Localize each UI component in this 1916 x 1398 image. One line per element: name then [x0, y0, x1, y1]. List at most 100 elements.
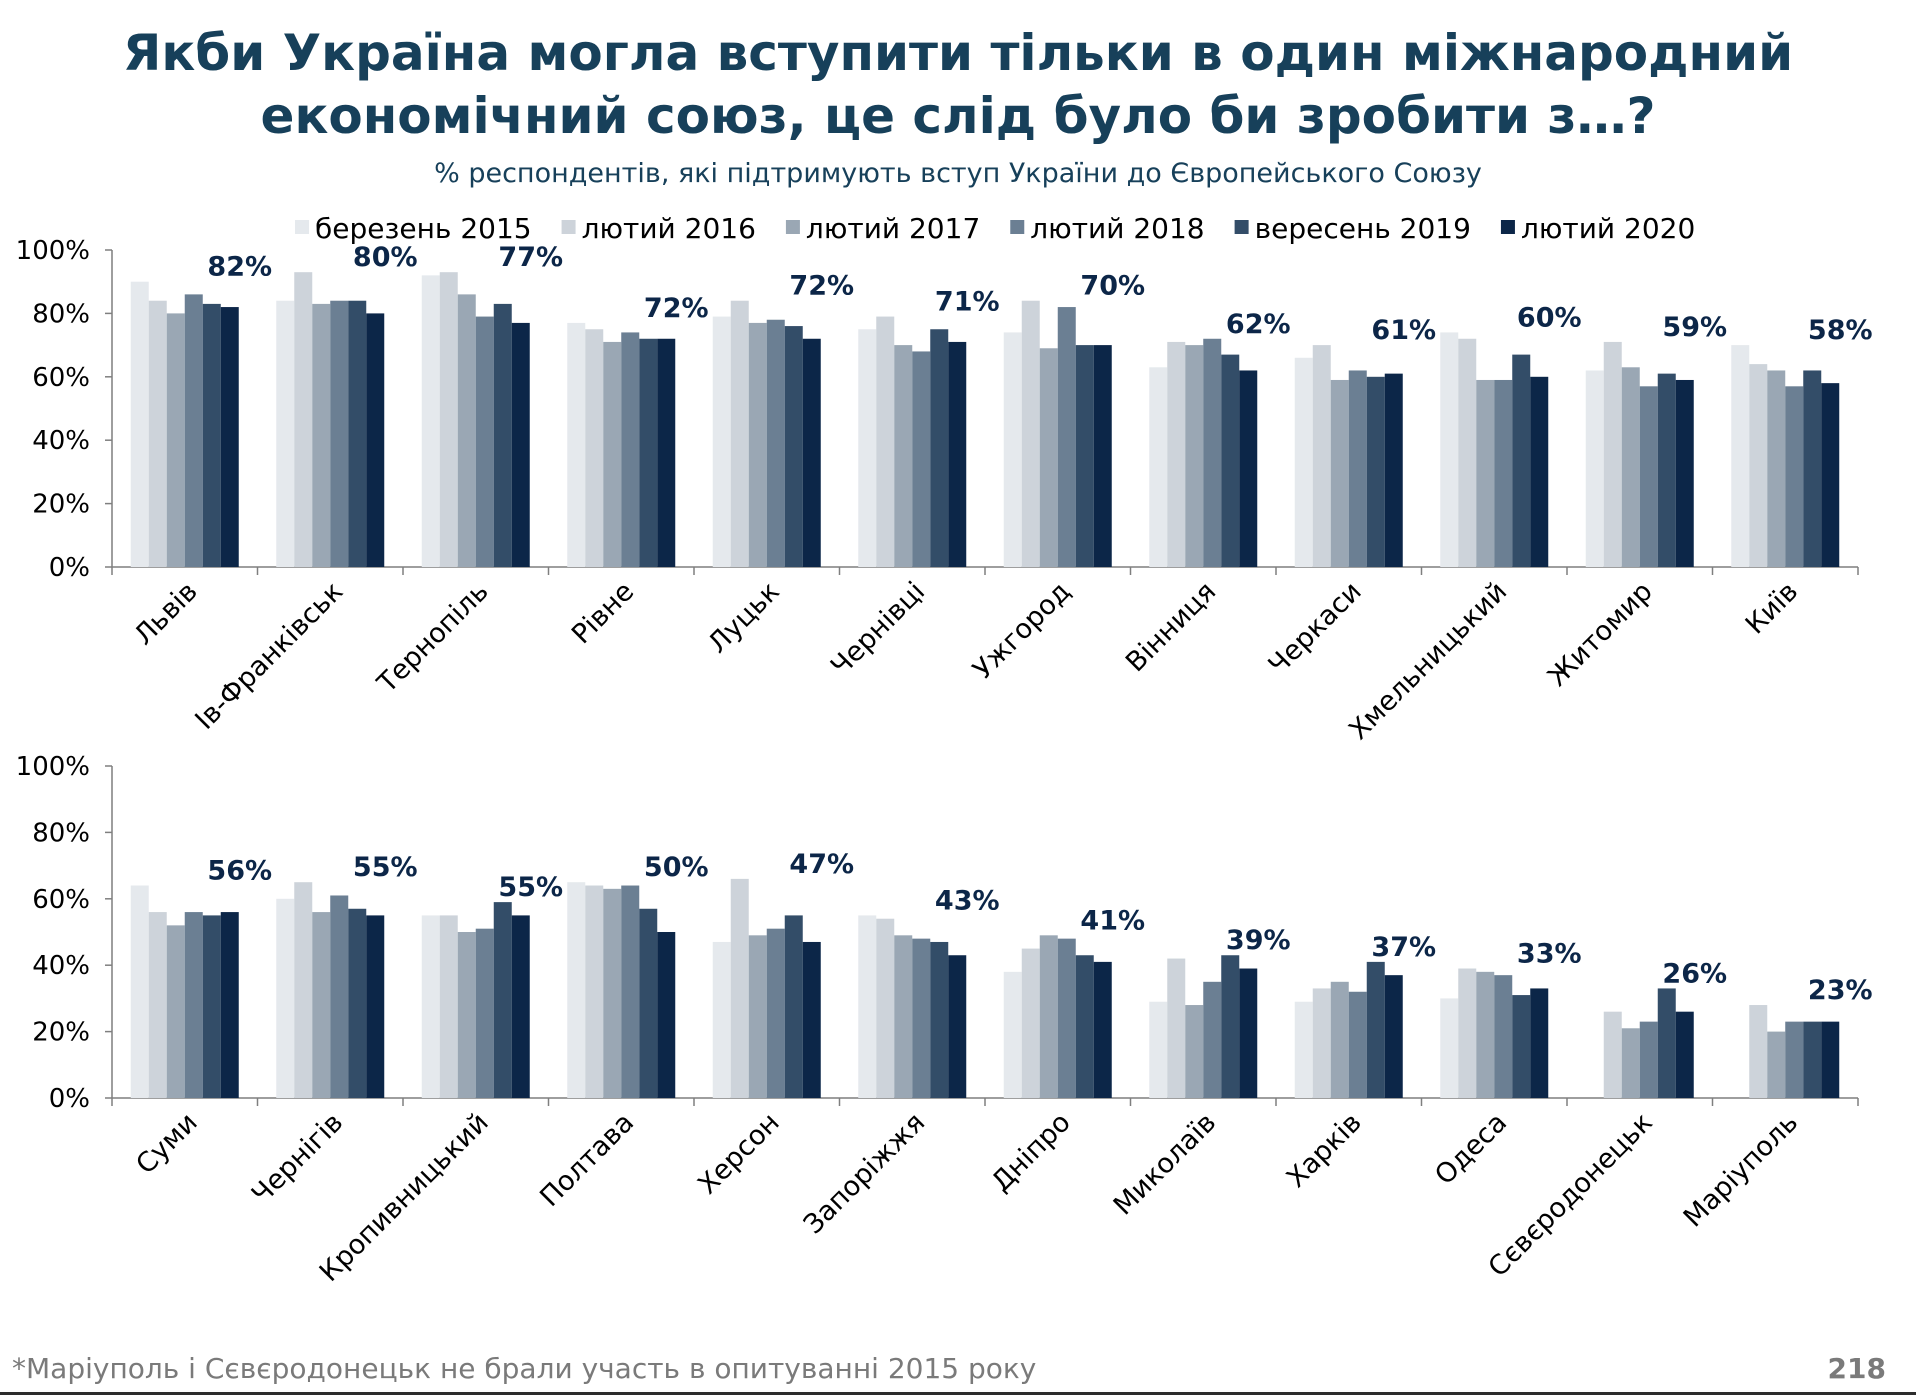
bar [202, 303, 221, 567]
bar [639, 908, 658, 1098]
bar [1657, 373, 1676, 567]
bar [1621, 1028, 1640, 1098]
bar [621, 332, 640, 567]
bar [366, 313, 385, 567]
bar [1821, 1021, 1840, 1098]
bar [1093, 345, 1112, 567]
bar [1221, 354, 1240, 567]
bar [1149, 367, 1168, 567]
bottom-divider [0, 1392, 1916, 1395]
bar [1057, 307, 1076, 567]
y-tick-label: 100% [16, 236, 90, 266]
data-label: 61% [1371, 315, 1436, 346]
bar [876, 316, 895, 567]
x-tick-label: Вінниця [1120, 576, 1222, 678]
bar [1294, 1001, 1313, 1098]
data-label: 72% [644, 293, 709, 324]
bar [1057, 938, 1076, 1098]
bar [511, 322, 530, 567]
bar [1003, 332, 1022, 567]
data-label: 77% [498, 242, 563, 273]
bar [876, 918, 895, 1098]
bar [894, 345, 913, 567]
bar [1585, 370, 1604, 567]
bar [1330, 981, 1349, 1098]
bar [220, 307, 239, 567]
bar [1639, 386, 1658, 567]
bar [130, 281, 149, 567]
bar [1185, 345, 1204, 567]
chart-title: Якби Україна могла вступити тільки в оди… [0, 22, 1916, 148]
footnote: *Маріуполь і Сєвєродонецьк не брали учас… [12, 1352, 1037, 1385]
title-line-2: економічний союз, це слід було би зробит… [260, 87, 1656, 145]
bar [166, 313, 185, 567]
bar [748, 322, 767, 567]
data-label: 80% [353, 242, 418, 273]
legend-swatch [785, 220, 800, 234]
x-tick-label: Дніпро [986, 1107, 1077, 1198]
bar [1185, 1005, 1204, 1098]
bar [1458, 968, 1477, 1098]
bar [712, 316, 731, 567]
bar [1603, 341, 1622, 567]
bar [1003, 971, 1022, 1098]
bar [1476, 379, 1495, 567]
bar [457, 932, 476, 1098]
bar [784, 326, 803, 567]
bar [1203, 338, 1222, 567]
bar [1803, 1021, 1822, 1098]
bar [766, 319, 785, 567]
bar [930, 329, 949, 567]
x-tick-label: Одеса [1429, 1107, 1513, 1191]
bar [439, 272, 458, 567]
title-line-1: Якби Україна могла вступити тільки в оди… [122, 24, 1794, 82]
data-label: 37% [1371, 932, 1436, 963]
bar [475, 316, 494, 567]
bar [493, 902, 512, 1098]
bar [457, 294, 476, 567]
data-label: 41% [1080, 905, 1145, 936]
bar [802, 338, 821, 567]
bar [730, 300, 749, 567]
bar [585, 885, 604, 1098]
bar [1348, 991, 1367, 1098]
bar [657, 338, 676, 567]
bar [1458, 338, 1477, 567]
bar [1039, 348, 1058, 567]
bar [1075, 345, 1094, 567]
bar [1603, 1011, 1622, 1098]
bar [421, 275, 440, 567]
data-label: 39% [1226, 925, 1291, 956]
bar [1675, 1011, 1694, 1098]
bar [639, 338, 658, 567]
bar [802, 941, 821, 1098]
bar [784, 915, 803, 1098]
bar [1039, 935, 1058, 1098]
data-label: 72% [789, 271, 854, 302]
bar [1384, 373, 1403, 567]
data-label: 59% [1662, 312, 1727, 343]
bar [1639, 1021, 1658, 1098]
bar [948, 955, 967, 1098]
page-number: 218 [1827, 1352, 1886, 1385]
bar [1476, 971, 1495, 1098]
legend-label: вересень 2019 [1255, 212, 1471, 245]
y-tick-label: 20% [32, 1018, 90, 1048]
x-tick-label: Черкаси [1263, 576, 1368, 681]
bar [1093, 961, 1112, 1098]
x-tick-label: Полтава [534, 1107, 640, 1213]
legend-label: лютий 2017 [806, 212, 980, 245]
bar [912, 938, 931, 1098]
data-label: 43% [935, 885, 1000, 916]
bar [294, 882, 313, 1098]
bar [1785, 386, 1804, 567]
legend-swatch [1500, 220, 1515, 234]
legend-swatch [295, 220, 309, 234]
y-tick-label: 40% [32, 426, 90, 456]
bar [567, 882, 586, 1098]
data-label: 47% [789, 849, 854, 880]
bar [276, 898, 295, 1098]
bar [1021, 300, 1040, 567]
bar [1239, 968, 1258, 1098]
bar [439, 915, 458, 1098]
